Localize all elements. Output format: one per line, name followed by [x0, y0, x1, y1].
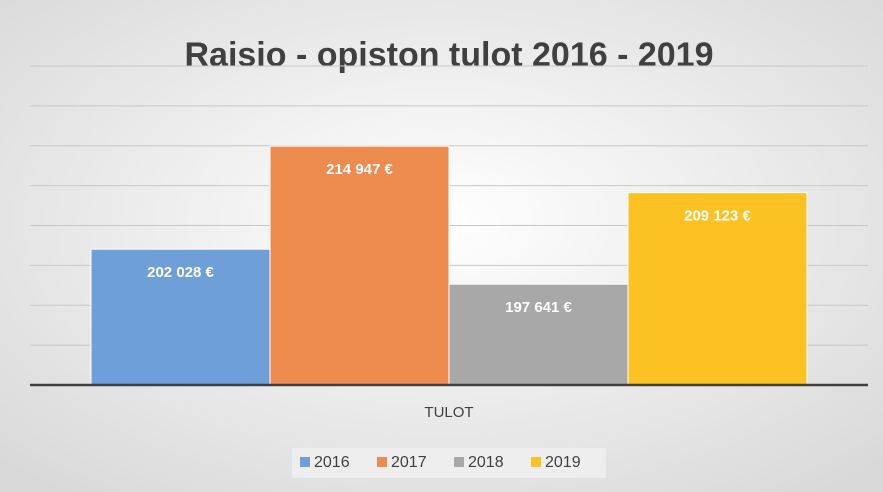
bar [448, 283, 629, 386]
legend-label: 2017 [391, 454, 427, 471]
legend-swatch [300, 457, 310, 467]
legend-label: 2019 [545, 454, 581, 471]
legend-swatch [531, 457, 541, 467]
data-label: 197 641 € [505, 299, 572, 316]
x-tick-label: TULOT [424, 404, 473, 421]
data-label: 202 028 € [147, 264, 214, 281]
chart-title: Raisio - opiston tulot 2016 - 2019 [184, 36, 713, 74]
legend-box [292, 448, 606, 478]
bar [90, 248, 271, 386]
legend-label: 2018 [468, 454, 504, 471]
data-label: 214 947 € [326, 161, 393, 178]
legend-swatch [377, 457, 387, 467]
bar [269, 145, 450, 386]
legend-swatch [454, 457, 464, 467]
legend-label: 2016 [314, 454, 350, 471]
data-label: 209 123 € [684, 208, 751, 225]
bar [627, 192, 808, 386]
